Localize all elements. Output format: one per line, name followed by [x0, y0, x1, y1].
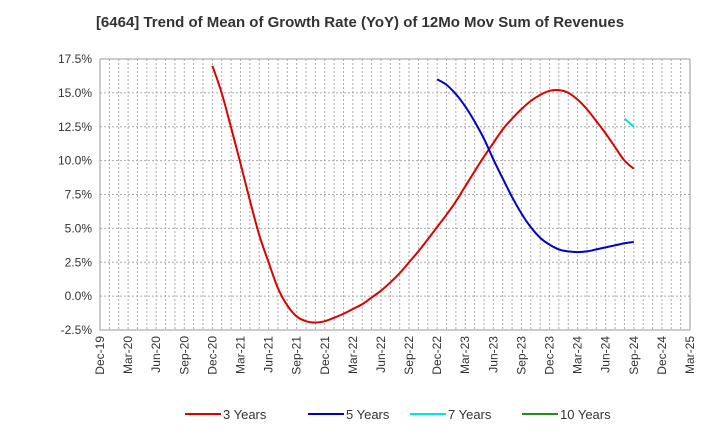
- x-tick-label: Sep-21: [290, 336, 304, 375]
- legend-label: 3 Years: [223, 407, 267, 422]
- legend-label: 10 Years: [560, 407, 611, 422]
- series-line-3-years: [211, 65, 635, 324]
- x-tick-label: Dec-22: [430, 336, 444, 375]
- series-layer: [211, 65, 635, 324]
- legend-label: 7 Years: [448, 407, 492, 422]
- x-tick-label: Jun-23: [486, 336, 500, 373]
- series-line-5-years: [436, 78, 634, 254]
- series-line-7-years: [623, 117, 635, 128]
- y-tick-label: 15.0%: [58, 86, 92, 100]
- y-tick-label: 2.5%: [65, 255, 93, 269]
- x-tick-label: Mar-25: [683, 336, 697, 374]
- x-tick-label: Dec-19: [93, 336, 107, 375]
- y-tick-label: 0.0%: [65, 289, 93, 303]
- x-tick-label: Mar-23: [458, 336, 472, 374]
- x-tick-label: Sep-24: [627, 336, 641, 375]
- y-tick-label: 17.5%: [58, 52, 92, 66]
- x-tick-label: Dec-24: [655, 336, 669, 375]
- x-tick-label: Dec-23: [543, 336, 557, 375]
- x-tick-label: Jun-21: [262, 336, 276, 373]
- y-axis: 17.5% 15.0% 12.5% 10.0% 7.5% 5.0% 2.5% 0.0% -2.5…: [58, 52, 92, 337]
- x-tick-label: Jun-22: [374, 336, 388, 373]
- x-tick-label: Sep-20: [177, 336, 191, 375]
- x-tick-label: Jun-20: [149, 336, 163, 373]
- x-tick-label: Dec-20: [205, 336, 219, 375]
- x-tick-label: Mar-24: [571, 336, 585, 374]
- x-tick-label: Mar-22: [346, 336, 360, 374]
- y-tick-label: 12.5%: [58, 120, 92, 134]
- x-tick-label: Mar-21: [233, 336, 247, 374]
- y-tick-label: 5.0%: [65, 221, 93, 235]
- y-tick-label: 10.0%: [58, 154, 92, 168]
- y-tick-label: 7.5%: [65, 188, 93, 202]
- x-tick-label: Jun-24: [599, 336, 613, 373]
- chart-title: [6464] Trend of Mean of Growth Rate (YoY…: [95, 14, 625, 31]
- legend-label: 5 Years: [346, 407, 390, 422]
- x-tick-label: Mar-20: [121, 336, 135, 374]
- grid: [99, 58, 691, 331]
- x-tick-label: Sep-22: [402, 336, 416, 375]
- x-axis: Dec-19 Mar-20 Jun-20 Sep-20 Dec-20 Mar-21 Jun-…: [93, 336, 697, 375]
- x-tick-label: Sep-23: [514, 336, 528, 375]
- plot-frame: [99, 58, 691, 331]
- x-tick-label: Dec-21: [318, 336, 332, 375]
- legend: 3 Years 5 Years 7 Years 10 Years: [185, 407, 611, 422]
- y-tick-label: -2.5%: [61, 323, 93, 337]
